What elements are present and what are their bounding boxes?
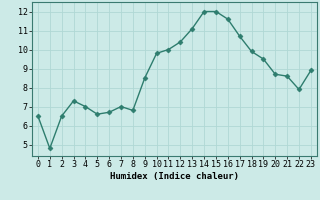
X-axis label: Humidex (Indice chaleur): Humidex (Indice chaleur) xyxy=(110,172,239,181)
